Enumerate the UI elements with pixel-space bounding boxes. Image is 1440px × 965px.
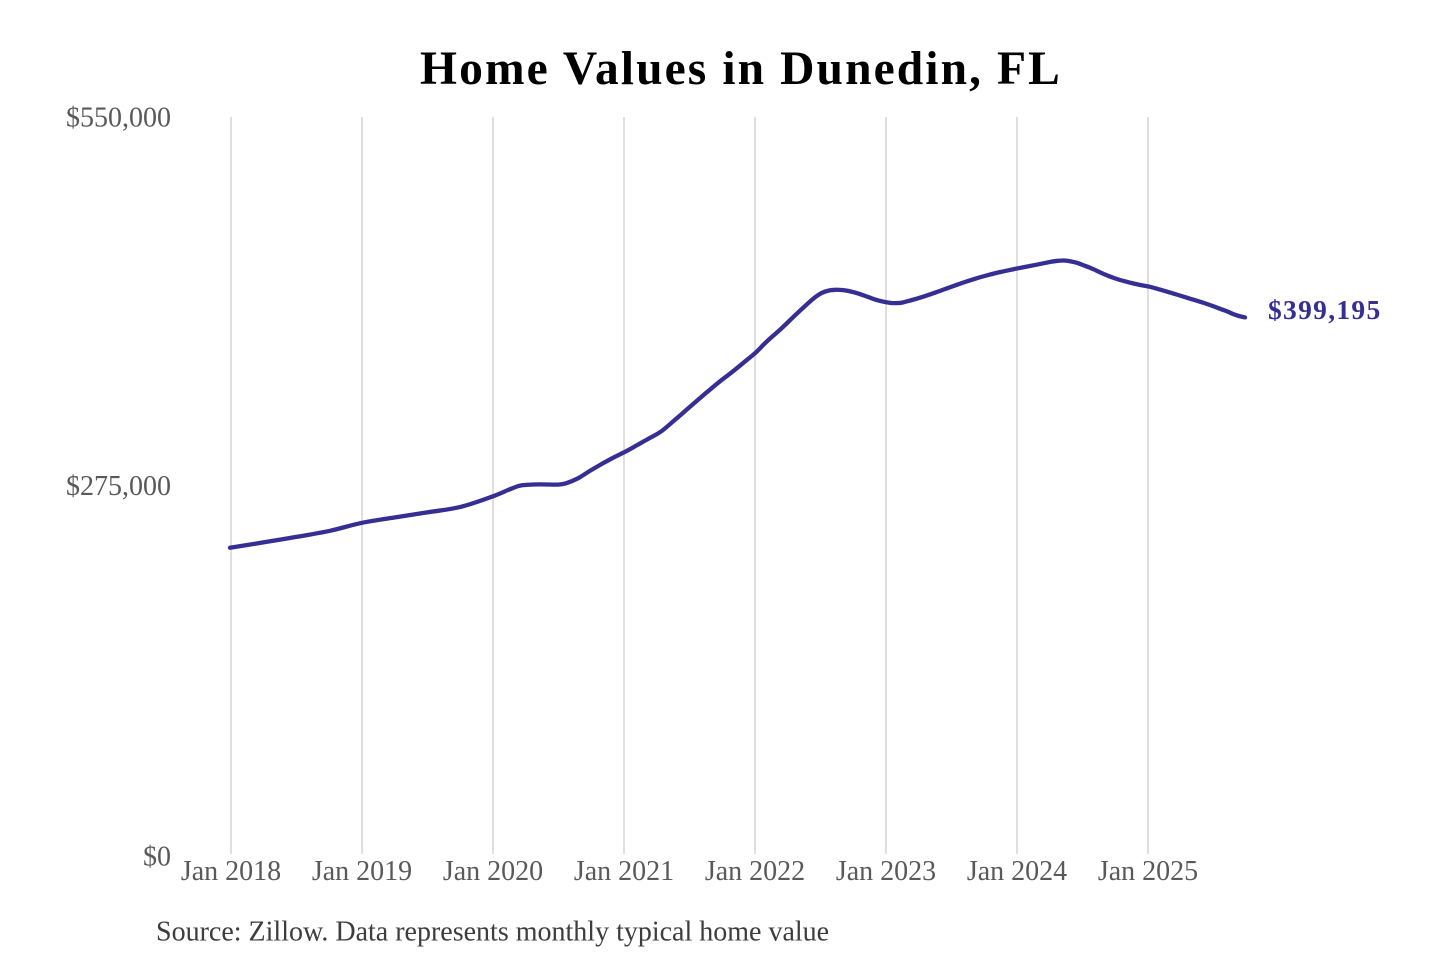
svg-text:Jan 2021: Jan 2021	[574, 856, 674, 887]
svg-text:$0: $0	[143, 842, 171, 873]
svg-text:$550,000: $550,000	[66, 103, 171, 134]
svg-text:Source: Zillow. Data represent: Source: Zillow. Data represents monthly …	[156, 917, 829, 948]
svg-text:Jan 2020: Jan 2020	[443, 856, 543, 887]
svg-text:Jan 2024: Jan 2024	[967, 856, 1067, 887]
svg-text:Jan 2018: Jan 2018	[181, 856, 281, 887]
svg-text:Jan 2022: Jan 2022	[705, 856, 805, 887]
svg-text:$399,195: $399,195	[1268, 294, 1382, 325]
svg-text:Jan 2025: Jan 2025	[1098, 856, 1198, 887]
svg-text:Jan 2023: Jan 2023	[836, 856, 936, 887]
svg-text:Home Values in Dunedin, FL: Home Values in Dunedin, FL	[420, 43, 1062, 95]
svg-text:Jan 2019: Jan 2019	[312, 856, 412, 887]
svg-text:$275,000: $275,000	[66, 471, 171, 502]
